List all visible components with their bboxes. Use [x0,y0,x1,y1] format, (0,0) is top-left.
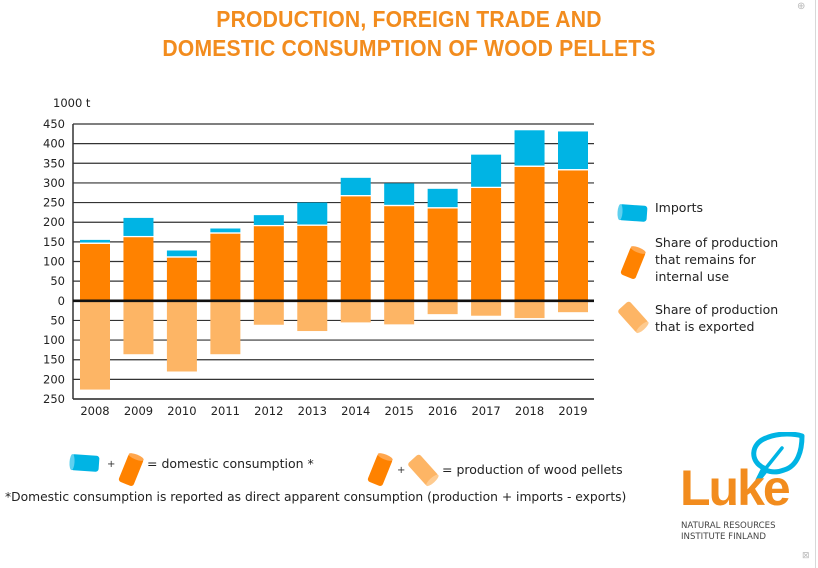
bar-internal-use [297,225,328,301]
y-tick-label: 400 [43,137,65,151]
y-tick-label: 150 [43,353,65,367]
bar-exported [210,300,241,355]
y-tick-label: 0 [58,294,65,308]
leaf-icon [751,432,805,483]
bar-internal-use [471,188,502,301]
y-tick-label: 450 [43,117,65,131]
x-tick-label: 2014 [341,404,370,418]
bar-internal-use [253,226,284,301]
chart-title-line1: PRODUCTION, FOREIGN TRADE AND [216,6,602,32]
legend-label-exported-line1: Share of production [655,302,779,317]
bar-internal-use [558,170,588,301]
x-tick-label: 2008 [80,404,109,418]
formula1-orange-pellet-icon [118,453,144,486]
bar-exported [427,300,458,315]
bar-exported [384,300,415,325]
x-tick-label: 2011 [211,404,240,418]
x-tick-label: 2019 [558,404,587,418]
bar-internal-use [427,208,458,301]
x-tick-label: 2010 [167,404,196,418]
logo-subtitle-line1: NATURAL RESOURCES [681,521,776,531]
bar-exported [123,300,154,355]
formula2-light-orange-pellet-icon [408,454,439,487]
bar-exported [166,300,197,372]
blue-pellet-icon [617,204,648,222]
x-tick-label: 2017 [471,404,500,418]
y-tick-label: 200 [43,215,65,229]
bar-exported [558,300,588,313]
x-tick-label: 2012 [254,404,283,418]
bar-imports [340,177,371,196]
bar-exported [253,300,284,325]
bar-exported [80,300,110,390]
x-tick-label: 2015 [385,404,414,418]
logo-subtitle-line2: INSTITUTE FINLAND [681,532,766,542]
luke-logo: Luke NATURAL RESOURCES INSTITUTE FINLAND [678,430,808,550]
x-tick-labels: 2008 2009 2010 2011 2012 2013 2014 2015 2016 2017… [80,404,587,418]
zoom-icon[interactable]: ⊕ [797,1,806,12]
x-tick-label: 2009 [124,404,153,418]
bar-internal-use [340,196,371,301]
orange-pellet-icon [620,246,646,279]
formula-production: = production of wood pellets [442,462,623,477]
bar-imports [471,154,502,187]
bar-internal-use [80,243,110,301]
x-tick-label: 2016 [428,404,457,418]
close-icon[interactable]: ⊠ [802,551,810,561]
bar-internal-use [210,233,241,301]
bar-exported [297,300,328,332]
axes [72,124,594,400]
bar-internal-use [384,206,415,301]
chart-area: 1000 t 450 400 350 300 250 200 150 100 50 0 50 100 1… [43,96,594,418]
legend-label-internal-use-line1: Share of production [655,235,779,250]
y-tick-label: 50 [50,313,65,327]
bar-imports [297,202,328,225]
y-axis-unit-label: 1000 t [53,96,91,110]
y-tick-label: 50 [50,274,65,288]
bar-imports [210,228,241,233]
bar-internal-use [514,166,545,301]
y-tick-label: 200 [43,372,65,386]
bar-internal-use [123,237,154,301]
bar-imports [427,188,458,208]
y-tick-label: 300 [43,176,65,190]
footnote: *Domestic consumption is reported as dir… [5,490,627,504]
bar-imports [80,239,110,243]
x-tick-label: 2013 [298,404,327,418]
legend-label-internal-use-line3: internal use [655,269,730,284]
formula-domestic-consumption: = domestic consumption * [147,456,314,471]
bars [80,130,588,390]
y-tick-label: 350 [43,156,65,170]
legend-label-imports: Imports [655,200,703,215]
bar-imports [514,130,545,166]
bar-exported [471,300,502,316]
frame-edge [815,0,816,568]
y-tick-label: 100 [43,255,65,269]
bar-exported [340,300,371,323]
formula2-orange-pellet-icon [367,453,393,486]
bar-imports [166,250,197,257]
y-tick-label: 250 [43,196,65,210]
formula2-plus: + [397,465,406,476]
logo-wordmark: Luke [680,460,791,516]
legend-label-internal-use-line2: that remains for [655,252,756,267]
bar-internal-use [166,257,197,301]
y-tick-label: 100 [43,333,65,347]
x-tick-label: 2018 [515,404,544,418]
bar-imports [558,131,588,170]
bar-imports [123,217,154,236]
formula1-blue-pellet-icon [69,454,100,472]
bar-imports [384,183,415,205]
light-orange-pellet-icon [618,301,649,334]
y-tick-labels: 450 400 350 300 250 200 150 100 50 0 50 100 150 200 25… [43,117,65,406]
y-tick-label: 150 [43,235,65,249]
y-tick-label: 250 [43,392,65,406]
chart-title-line2: DOMESTIC CONSUMPTION OF WOOD PELLETS [162,35,656,61]
formula1-plus: + [107,459,116,470]
bar-imports [253,215,284,225]
bar-exported [514,300,545,319]
legend-label-exported-line2: that is exported [655,319,755,334]
